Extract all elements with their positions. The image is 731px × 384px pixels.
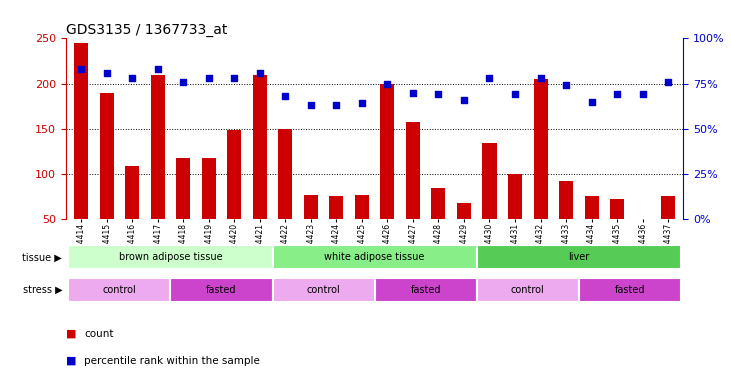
Bar (151, 75, 164, 219)
Point (178, 79, 189, 85)
Text: GDS3135 / 1367733_at: GDS3135 / 1367733_at (66, 23, 227, 37)
Bar (176, 159, 190, 219)
Text: count: count (84, 329, 113, 339)
Point (203, 75, 215, 81)
Text: ■: ■ (66, 329, 76, 339)
Bar (68, 245, 273, 270)
Bar (330, 196, 344, 219)
Bar (559, 181, 573, 219)
Text: fasted: fasted (615, 285, 645, 295)
Bar (355, 195, 369, 219)
Bar (202, 159, 216, 219)
Bar (74, 43, 88, 219)
Bar (273, 278, 374, 302)
Bar (579, 278, 681, 302)
Point (382, 81, 393, 87)
Point (433, 91, 444, 98)
Point (637, 91, 648, 98)
Bar (374, 278, 477, 302)
Point (407, 89, 419, 96)
Text: tissue ▶: tissue ▶ (23, 252, 62, 262)
Text: ■: ■ (66, 356, 76, 366)
Bar (431, 188, 445, 219)
Bar (585, 196, 599, 219)
Text: control: control (307, 285, 341, 295)
Point (356, 100, 368, 106)
Text: fasted: fasted (410, 285, 441, 295)
Point (228, 75, 240, 81)
Bar (279, 129, 292, 219)
Bar (457, 203, 471, 219)
Point (152, 66, 164, 72)
Text: control: control (511, 285, 545, 295)
Bar (406, 122, 420, 219)
Point (126, 75, 138, 81)
Point (560, 82, 572, 88)
Point (510, 91, 521, 98)
Point (534, 75, 546, 81)
Point (586, 98, 597, 104)
Text: stress ▶: stress ▶ (23, 285, 62, 295)
Bar (508, 174, 522, 219)
Text: control: control (102, 285, 136, 295)
Point (330, 102, 342, 108)
Bar (99, 93, 113, 219)
Bar (477, 278, 579, 302)
Bar (170, 278, 273, 302)
Point (458, 97, 470, 103)
Point (305, 102, 317, 108)
Bar (253, 75, 267, 219)
Text: fasted: fasted (206, 285, 237, 295)
Point (254, 70, 265, 76)
Point (279, 93, 291, 99)
Point (75, 66, 87, 72)
Point (101, 70, 113, 76)
Point (484, 75, 496, 81)
Point (662, 79, 674, 85)
Bar (227, 131, 241, 219)
Bar (482, 143, 496, 219)
Text: white adipose tissue: white adipose tissue (325, 252, 425, 262)
Bar (68, 278, 170, 302)
Point (611, 91, 623, 98)
Text: brown adipose tissue: brown adipose tissue (118, 252, 222, 262)
Bar (273, 245, 477, 270)
Text: percentile rank within the sample: percentile rank within the sample (84, 356, 260, 366)
Bar (610, 199, 624, 219)
Bar (125, 166, 139, 219)
Bar (380, 84, 395, 219)
Bar (477, 245, 681, 270)
Bar (534, 79, 548, 219)
Text: liver: liver (568, 252, 589, 262)
Bar (661, 196, 675, 219)
Bar (304, 195, 318, 219)
